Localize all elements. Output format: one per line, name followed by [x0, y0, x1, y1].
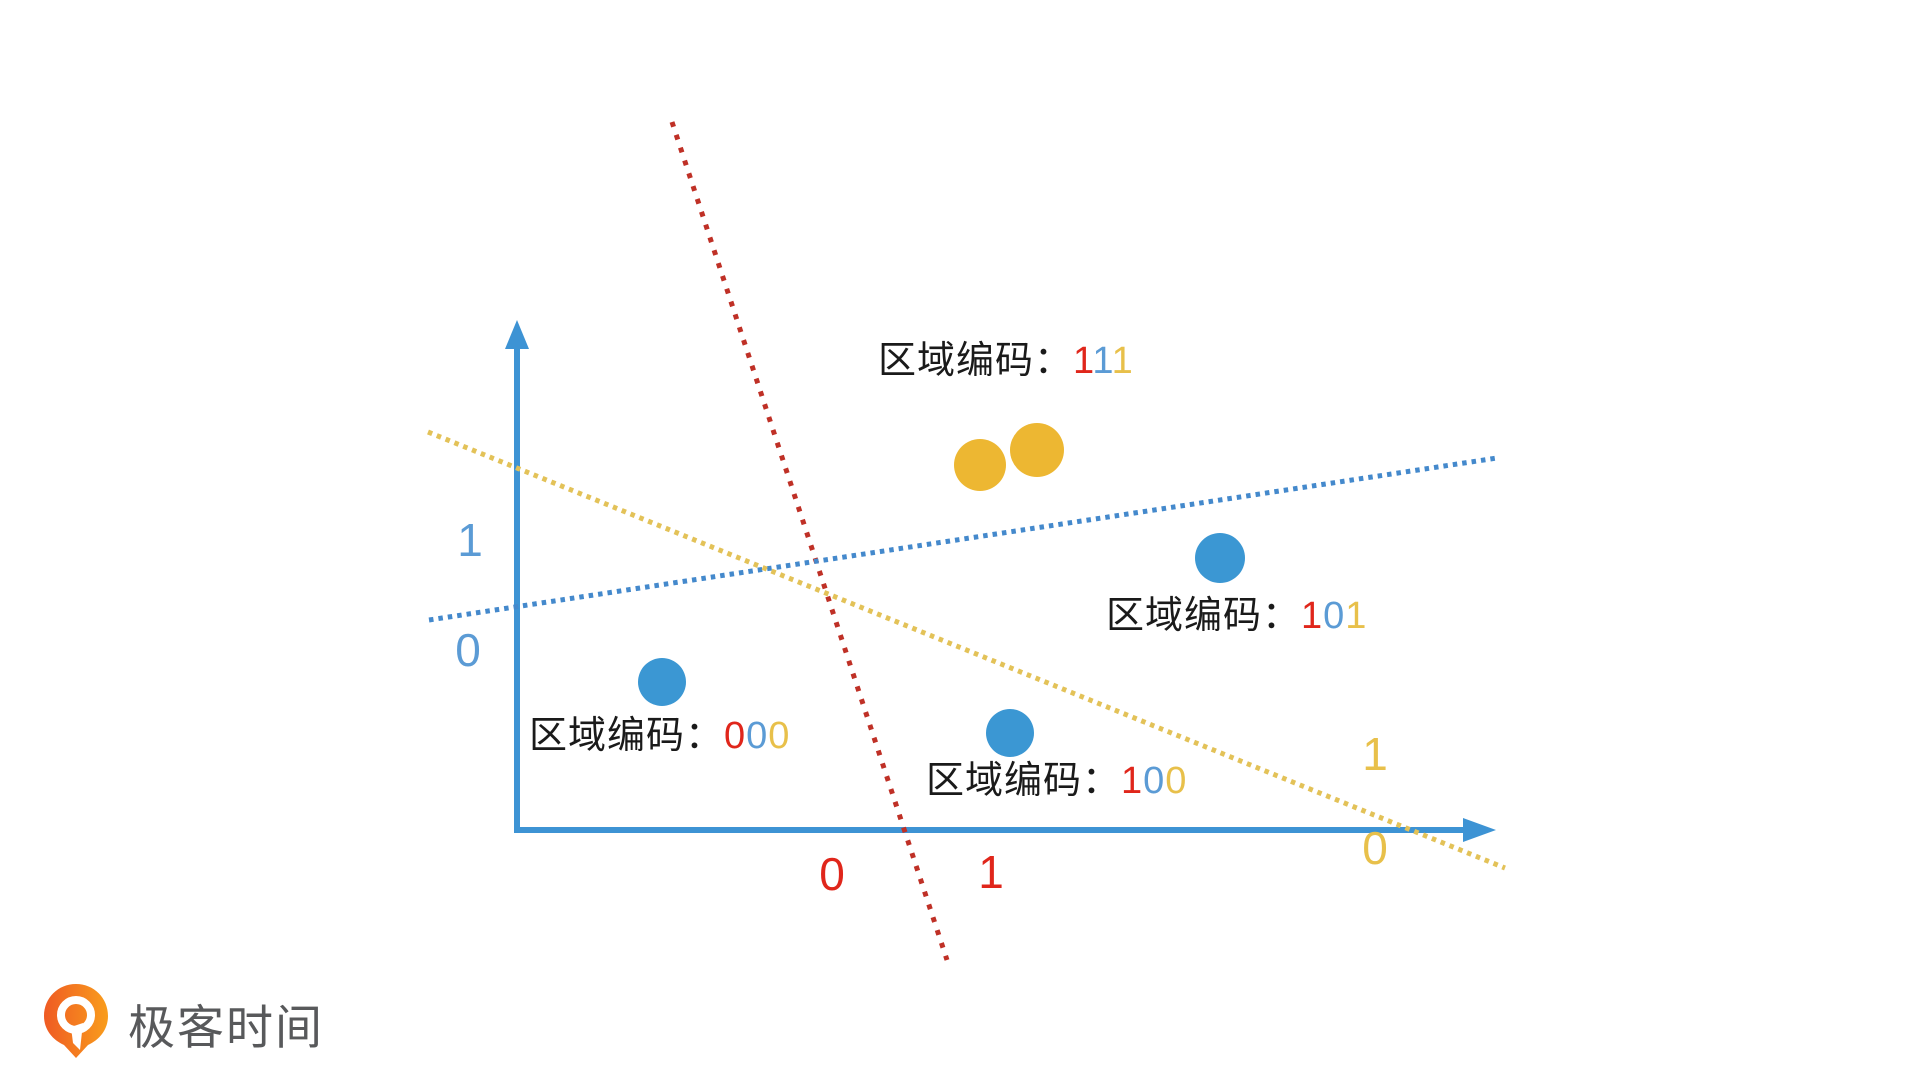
code-digit-yellow: 0	[768, 715, 791, 757]
red-halfspace-digit-right: 1	[978, 846, 1004, 898]
region-code-prefix: 区域编码：	[529, 715, 725, 757]
yellow-halfspace-digit-above: 1	[1362, 728, 1388, 780]
brand-name: 极客时间	[128, 1000, 324, 1054]
region-code-prefix: 区域编码：	[878, 340, 1074, 382]
code-digit-blue: 0	[1323, 595, 1346, 637]
yellow-halfspace-digit-below: 0	[1362, 822, 1388, 874]
point-blue-3	[986, 709, 1034, 757]
code-digit-blue: 0	[1143, 760, 1166, 802]
point-blue-2	[638, 658, 686, 706]
code-digit-red: 1	[1121, 760, 1144, 802]
region-code-prefix: 区域编码：	[1106, 595, 1302, 637]
code-digit-blue: 1	[1093, 340, 1114, 382]
code-digit-yellow: 0	[1165, 760, 1188, 802]
red-halfspace-digit-left: 0	[819, 848, 845, 900]
region-code-label-100: 区域编码：100	[926, 760, 1188, 803]
code-digit-blue: 0	[746, 715, 769, 757]
y-axis-arrow-icon	[505, 320, 529, 349]
yellow-partition-line	[427, 429, 1506, 871]
point-blue-1	[1195, 533, 1245, 583]
region-code-prefix: 区域编码：	[926, 760, 1122, 802]
x-axis-arrow-icon	[1463, 818, 1496, 842]
blue-halfspace-digit-above: 1	[457, 514, 483, 566]
code-digit-yellow: 1	[1345, 595, 1368, 637]
brand-footer: 极客时间	[40, 982, 324, 1066]
region-code-label-000: 区域编码：000	[529, 715, 791, 758]
region-code-label-101: 区域编码：101	[1106, 595, 1368, 638]
red-partition-line	[669, 121, 950, 961]
code-digit-red: 1	[1301, 595, 1324, 637]
code-digit-yellow: 1	[1113, 340, 1134, 382]
geektime-logo-icon	[44, 984, 108, 1058]
code-digit-red: 1	[1073, 340, 1094, 382]
point-yellow-1	[954, 439, 1006, 491]
region-code-label-111: 区域编码：111	[878, 340, 1134, 383]
point-yellow-2	[1010, 423, 1064, 477]
blue-halfspace-digit-below: 0	[455, 624, 481, 676]
code-digit-red: 0	[724, 715, 747, 757]
